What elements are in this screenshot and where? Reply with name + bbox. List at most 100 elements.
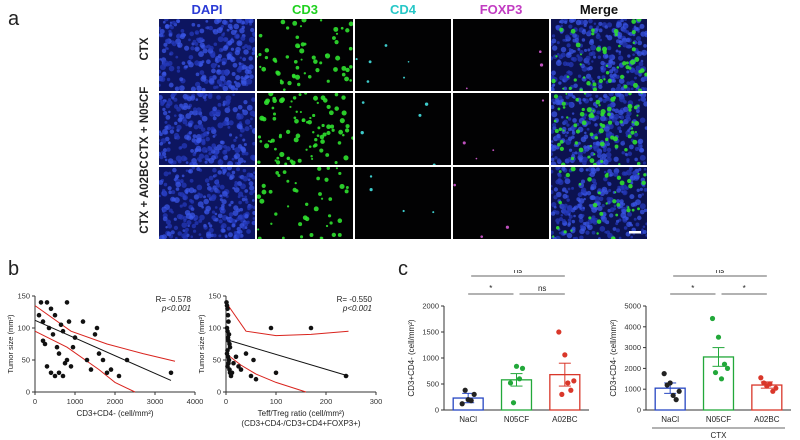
correlation-r: R= -0.550 [337, 295, 373, 304]
data-point [45, 364, 50, 369]
data-point [761, 380, 766, 385]
y-tick-label: 1000 [624, 385, 641, 394]
micrograph-tile [551, 167, 647, 239]
y-tick-label: 150 [17, 292, 30, 301]
data-point [49, 307, 54, 312]
channel-label-cd4: CD4 [355, 2, 451, 17]
category-label: NaCl [459, 415, 477, 424]
ci-upper-curve [226, 302, 349, 335]
correlation-p: p<0.001 [161, 304, 191, 313]
data-point [59, 323, 64, 328]
data-point [169, 371, 174, 376]
data-point [716, 335, 721, 340]
channel-label-foxp3: FOXP3 [453, 2, 549, 17]
y-axis-label: CD3+CD4- (cell/mm²) [609, 319, 618, 396]
micrograph-tile [159, 93, 255, 165]
micrograph-tile [355, 167, 451, 239]
x-tick-label: 100 [270, 397, 283, 406]
data-point [225, 307, 230, 312]
data-point [67, 319, 72, 324]
data-point [719, 376, 724, 381]
y-tick-label: 0 [26, 388, 30, 397]
data-point [226, 313, 231, 318]
data-point [53, 374, 58, 379]
data-point [105, 371, 110, 376]
data-point [725, 366, 730, 371]
data-point [65, 358, 70, 363]
x-axis-label: CD3+CD4- (cell/mm²) [76, 409, 153, 418]
data-point [472, 392, 477, 397]
y-tick-label: 1500 [422, 328, 439, 337]
data-point [520, 366, 525, 371]
y-tick-label: 2000 [422, 302, 439, 311]
data-point [39, 300, 44, 305]
regression-line [226, 340, 349, 376]
significance-label: ns [716, 270, 724, 275]
data-point [47, 326, 52, 331]
data-point [45, 300, 50, 305]
panel-a-letter: a [8, 8, 19, 31]
y-tick-label: 2000 [624, 364, 641, 373]
significance-label: * [691, 284, 694, 293]
y-axis-label: CD3+CD4- (cell/mm²) [407, 319, 416, 396]
data-point [41, 319, 46, 324]
data-point [93, 332, 98, 337]
micrograph-tile [453, 93, 549, 165]
row-label-ctx-a02bc: CTX + A02BC [139, 157, 151, 237]
micrograph-tile [355, 19, 451, 91]
scatter-plot-teff-treg: 0100200300050100150R= -0.550p<0.001Tumor… [196, 284, 396, 440]
data-point [81, 319, 86, 324]
x-axis-label: Teff/Treg ratio (cell/mm²) [258, 409, 345, 418]
x-tick-label: 2000 [107, 397, 124, 406]
data-point [230, 371, 235, 376]
y-tick-label: 50 [213, 356, 221, 365]
y-tick-label: 150 [208, 292, 221, 301]
data-point [65, 300, 70, 305]
data-point [95, 326, 100, 331]
data-point [89, 367, 94, 372]
scatter-plot-cd3cd4: 01000200030004000050100150R= -0.578p<0.0… [5, 284, 205, 436]
data-point [37, 313, 42, 318]
data-point [274, 371, 279, 376]
category-label: A02BC [552, 415, 578, 424]
significance-label: * [743, 284, 746, 293]
data-point [57, 351, 62, 356]
data-point [460, 401, 465, 406]
micrograph-tile [257, 19, 353, 91]
data-point [73, 335, 78, 340]
data-point [344, 374, 349, 379]
micrograph-tile [551, 19, 647, 91]
y-tick-label: 50 [22, 356, 30, 365]
y-tick-label: 3000 [624, 343, 641, 352]
category-label: NaCl [661, 415, 679, 424]
data-point [517, 376, 522, 381]
row-label-ctx: CTX [139, 9, 151, 89]
data-point [565, 380, 570, 385]
ci-lower-curve [35, 331, 135, 392]
data-point [53, 313, 58, 318]
data-point [254, 377, 259, 382]
y-tick-label: 100 [208, 324, 221, 333]
y-tick-label: 5000 [624, 302, 641, 311]
channel-label-merge: Merge [551, 2, 647, 17]
data-point [101, 358, 106, 363]
data-point [57, 371, 62, 376]
x-tick-label: 0 [224, 397, 228, 406]
regression-line [35, 320, 171, 380]
category-label: N05CF [706, 415, 731, 424]
data-point [51, 332, 56, 337]
data-point [511, 400, 516, 405]
data-point [559, 392, 564, 397]
y-tick-label: 1000 [422, 354, 439, 363]
data-point [251, 358, 256, 363]
significance-label: * [489, 284, 492, 293]
micrograph-tile [551, 93, 647, 165]
data-point [249, 374, 254, 379]
data-point [722, 362, 727, 367]
data-point [568, 388, 573, 393]
data-point [55, 345, 60, 350]
micrograph-tile [355, 93, 451, 165]
x-tick-label: 3000 [147, 397, 164, 406]
category-label: N05CF [504, 415, 529, 424]
micrograph-tile [257, 93, 353, 165]
